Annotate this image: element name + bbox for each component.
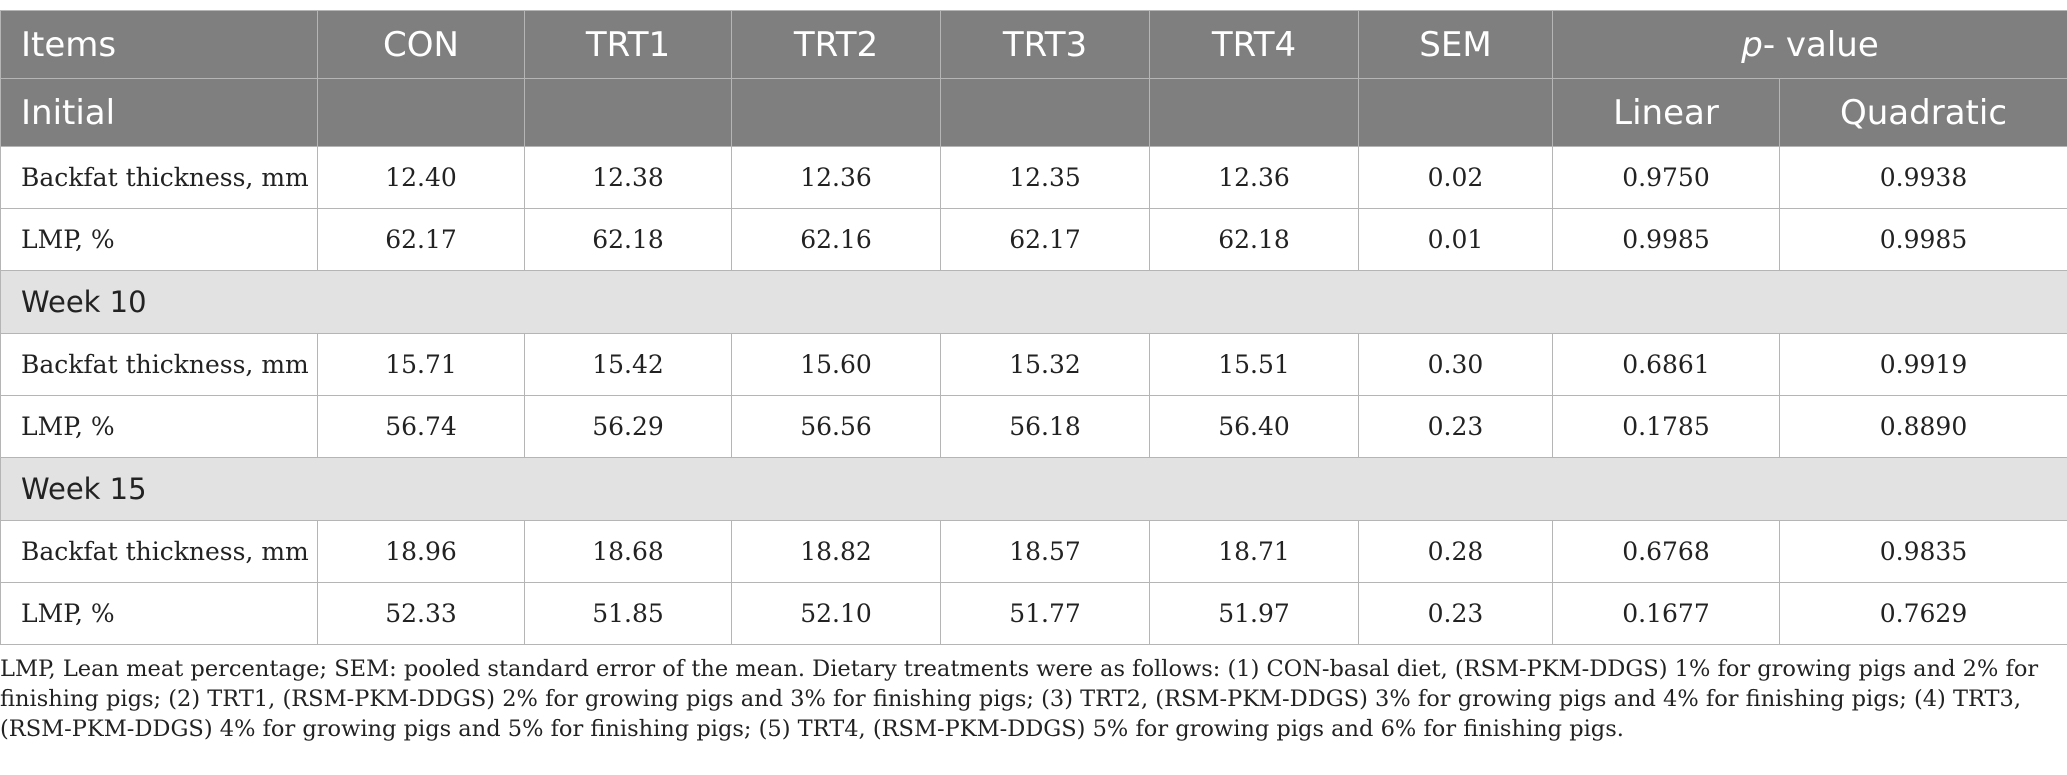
cell-linear: 0.6768 — [1552, 520, 1780, 583]
table-row: LMP, % 56.74 56.29 56.56 56.18 56.40 0.2… — [0, 395, 2067, 458]
cell-linear: 0.1785 — [1552, 395, 1780, 458]
cell-trt4: 18.71 — [1149, 520, 1359, 583]
cell-con: 52.33 — [317, 582, 525, 645]
cell-quadratic: 0.9985 — [1778, 208, 2067, 271]
cell-sem: 0.23 — [1358, 395, 1553, 458]
cell-trt2: 52.10 — [731, 582, 941, 645]
col-header-pvalue: p- value — [1551, 10, 2067, 79]
row-item: Backfat thickness, mm — [0, 520, 318, 583]
row-item: LMP, % — [0, 395, 318, 458]
table-row: Backfat thickness, mm 15.71 15.42 15.60 … — [0, 333, 2067, 396]
cell-trt1: 62.18 — [524, 208, 732, 271]
section-row: Week 15 — [0, 457, 2067, 521]
col-header-quadratic: Quadratic — [1778, 78, 2067, 147]
cell-linear: 0.1677 — [1552, 582, 1780, 645]
cell-trt2: 18.82 — [731, 520, 941, 583]
col-header-blank — [731, 78, 941, 147]
table-container: Items CON TRT1 TRT2 TRT3 TRT4 SEM p- val… — [0, 10, 2067, 645]
col-header-blank — [317, 78, 525, 147]
row-item: LMP, % — [0, 208, 318, 271]
col-header-trt3: TRT3 — [940, 10, 1150, 79]
cell-sem: 0.01 — [1358, 208, 1553, 271]
cell-con: 62.17 — [317, 208, 525, 271]
section-row: Week 10 — [0, 270, 2067, 334]
cell-trt4: 12.36 — [1149, 146, 1359, 209]
cell-sem: 0.28 — [1358, 520, 1553, 583]
cell-trt1: 15.42 — [524, 333, 732, 396]
col-header-sem: SEM — [1358, 10, 1553, 79]
cell-trt2: 56.56 — [731, 395, 941, 458]
cell-trt2: 15.60 — [731, 333, 941, 396]
cell-trt4: 15.51 — [1149, 333, 1359, 396]
table-row: Backfat thickness, mm 18.96 18.68 18.82 … — [0, 520, 2067, 583]
cell-trt2: 62.16 — [731, 208, 941, 271]
col-header-trt2: TRT2 — [731, 10, 941, 79]
col-header-initial: Initial — [0, 78, 318, 147]
cell-quadratic: 0.8890 — [1778, 395, 2067, 458]
cell-trt4: 56.40 — [1149, 395, 1359, 458]
cell-sem: 0.23 — [1358, 582, 1553, 645]
col-header-blank — [940, 78, 1150, 147]
col-header-trt1: TRT1 — [524, 10, 732, 79]
cell-con: 12.40 — [317, 146, 525, 209]
col-header-blank — [524, 78, 732, 147]
col-header-blank — [1358, 78, 1553, 147]
cell-linear: 0.9985 — [1552, 208, 1780, 271]
pvalue-label: - value — [1762, 24, 1879, 65]
cell-trt3: 12.35 — [940, 146, 1150, 209]
cell-trt3: 15.32 — [940, 333, 1150, 396]
cell-linear: 0.6861 — [1552, 333, 1780, 396]
cell-con: 56.74 — [317, 395, 525, 458]
cell-trt3: 18.57 — [940, 520, 1150, 583]
cell-trt4: 51.97 — [1149, 582, 1359, 645]
cell-sem: 0.30 — [1358, 333, 1553, 396]
cell-sem: 0.02 — [1358, 146, 1553, 209]
table-row: Backfat thickness, mm 12.40 12.38 12.36 … — [0, 146, 2067, 209]
table-footnote: LMP, Lean meat percentage; SEM: pooled s… — [0, 656, 2039, 742]
section-label: Week 10 — [0, 270, 2067, 334]
row-item: Backfat thickness, mm — [0, 146, 318, 209]
cell-trt4: 62.18 — [1149, 208, 1359, 271]
cell-quadratic: 0.9919 — [1778, 333, 2067, 396]
subheader-row: Initial Linear Quadratic — [0, 78, 2067, 147]
cell-trt3: 51.77 — [940, 582, 1150, 645]
cell-trt2: 12.36 — [731, 146, 941, 209]
section-label: Week 15 — [0, 457, 2067, 521]
cell-quadratic: 0.7629 — [1778, 582, 2067, 645]
results-table: Items CON TRT1 TRT2 TRT3 TRT4 SEM p- val… — [0, 10, 2067, 645]
cell-trt1: 56.29 — [524, 395, 732, 458]
cell-quadratic: 0.9938 — [1778, 146, 2067, 209]
cell-linear: 0.9750 — [1552, 146, 1780, 209]
table-row: LMP, % 52.33 51.85 52.10 51.77 51.97 0.2… — [0, 582, 2067, 645]
row-item: LMP, % — [0, 582, 318, 645]
col-header-linear: Linear — [1552, 78, 1780, 147]
cell-con: 15.71 — [317, 333, 525, 396]
cell-trt3: 56.18 — [940, 395, 1150, 458]
table-row: LMP, % 62.17 62.18 62.16 62.17 62.18 0.0… — [0, 208, 2067, 271]
cell-trt1: 18.68 — [524, 520, 732, 583]
cell-trt1: 12.38 — [524, 146, 732, 209]
pvalue-italic-p: p — [1741, 24, 1763, 65]
cell-quadratic: 0.9835 — [1778, 520, 2067, 583]
col-header-con: CON — [317, 10, 525, 79]
col-header-blank — [1149, 78, 1359, 147]
cell-con: 18.96 — [317, 520, 525, 583]
header-row: Items CON TRT1 TRT2 TRT3 TRT4 SEM p- val… — [0, 10, 2067, 79]
col-header-items: Items — [0, 10, 318, 79]
cell-trt3: 62.17 — [940, 208, 1150, 271]
cell-trt1: 51.85 — [524, 582, 732, 645]
row-item: Backfat thickness, mm — [0, 333, 318, 396]
col-header-trt4: TRT4 — [1149, 10, 1359, 79]
